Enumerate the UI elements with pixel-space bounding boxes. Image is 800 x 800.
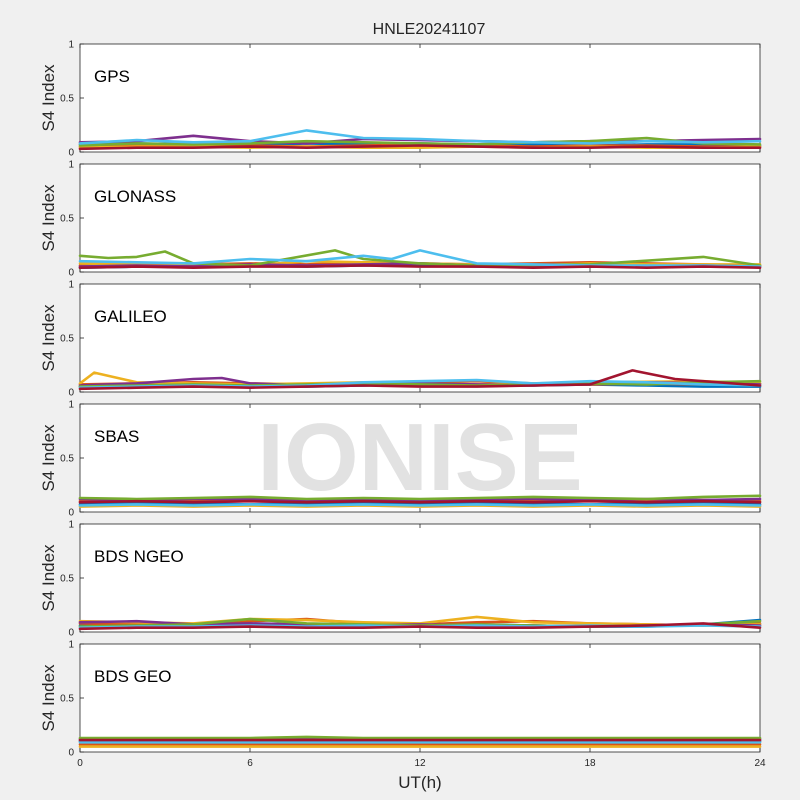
panel-2: 0 0.5 1 S4 Index GALILEO bbox=[39, 280, 762, 399]
x-tick-label: 18 bbox=[584, 758, 596, 769]
panel-plot-area bbox=[79, 523, 761, 633]
y-tick-label: 0 bbox=[68, 628, 74, 639]
y-tick-label: 1 bbox=[68, 40, 74, 51]
x-tick-label: 6 bbox=[247, 758, 253, 769]
series-line bbox=[78, 369, 762, 391]
series-line bbox=[78, 144, 762, 151]
panels-group: 0 0.5 1 S4 Index GPS 0 0.5 1 S4 Index GLONASS 0 0.5… bbox=[39, 40, 766, 770]
panel-label: SBAS bbox=[94, 427, 139, 446]
panel-label: BDS NGEO bbox=[94, 547, 184, 566]
panel-label: GLONASS bbox=[94, 187, 176, 206]
y-tick-label: 0 bbox=[68, 268, 74, 279]
panel-4: 0 0.5 1 S4 Index BDS NGEO bbox=[39, 520, 762, 639]
y-tick-label: 1 bbox=[68, 400, 74, 411]
series-line bbox=[78, 264, 762, 270]
panel-plot-area bbox=[79, 43, 761, 153]
series-line bbox=[78, 735, 762, 740]
y-axis-label: S4 Index bbox=[39, 304, 58, 372]
y-tick-label: 1 bbox=[68, 520, 74, 531]
panel-label: GALILEO bbox=[94, 307, 167, 326]
panel-3: 0 0.5 1 S4 Index SBAS bbox=[39, 400, 762, 519]
figure-title: HNLE20241107 bbox=[373, 21, 486, 38]
series-line bbox=[78, 622, 762, 631]
y-axis-label: S4 Index bbox=[39, 544, 58, 612]
panel-0: 0 0.5 1 S4 Index GPS bbox=[39, 40, 762, 159]
y-tick-label: 0 bbox=[68, 748, 74, 759]
panel-5: 0 0.5 1 0 6 12 18 24 S4 Index BDS GEO bbox=[39, 640, 766, 770]
y-tick-label: 1 bbox=[68, 160, 74, 171]
y-tick-label: 0 bbox=[68, 508, 74, 519]
series-line bbox=[78, 136, 762, 147]
y-tick-label: 1 bbox=[68, 640, 74, 651]
series-line bbox=[78, 129, 762, 145]
y-axis-label: S4 Index bbox=[39, 64, 58, 132]
y-tick-label: 0.5 bbox=[60, 454, 74, 465]
panel-label: GPS bbox=[94, 67, 130, 86]
y-axis-label: S4 Index bbox=[39, 424, 58, 492]
x-tick-label: 0 bbox=[77, 758, 83, 769]
panel-label: BDS GEO bbox=[94, 667, 171, 686]
panel-1: 0 0.5 1 S4 Index GLONASS bbox=[39, 160, 762, 279]
y-tick-label: 1 bbox=[68, 280, 74, 291]
y-tick-label: 0.5 bbox=[60, 94, 74, 105]
y-tick-label: 0 bbox=[68, 148, 74, 159]
y-axis-label: S4 Index bbox=[39, 664, 58, 732]
y-tick-label: 0.5 bbox=[60, 574, 74, 585]
y-axis-label: S4 Index bbox=[39, 184, 58, 252]
x-axis-label: UT(h) bbox=[398, 773, 441, 792]
y-tick-label: 0 bbox=[68, 388, 74, 399]
panel-plot-area bbox=[79, 643, 761, 753]
series-line bbox=[78, 503, 762, 507]
x-tick-label: 12 bbox=[414, 758, 426, 769]
y-tick-label: 0.5 bbox=[60, 334, 74, 345]
panel-plot-area bbox=[79, 403, 761, 513]
x-tick-label: 24 bbox=[754, 758, 766, 769]
series-line bbox=[78, 499, 762, 504]
watermark-text: IONISE bbox=[257, 404, 582, 511]
y-tick-label: 0.5 bbox=[60, 214, 74, 225]
y-tick-label: 0.5 bbox=[60, 694, 74, 705]
series-line bbox=[78, 494, 762, 501]
panel-plot-area bbox=[79, 163, 761, 273]
